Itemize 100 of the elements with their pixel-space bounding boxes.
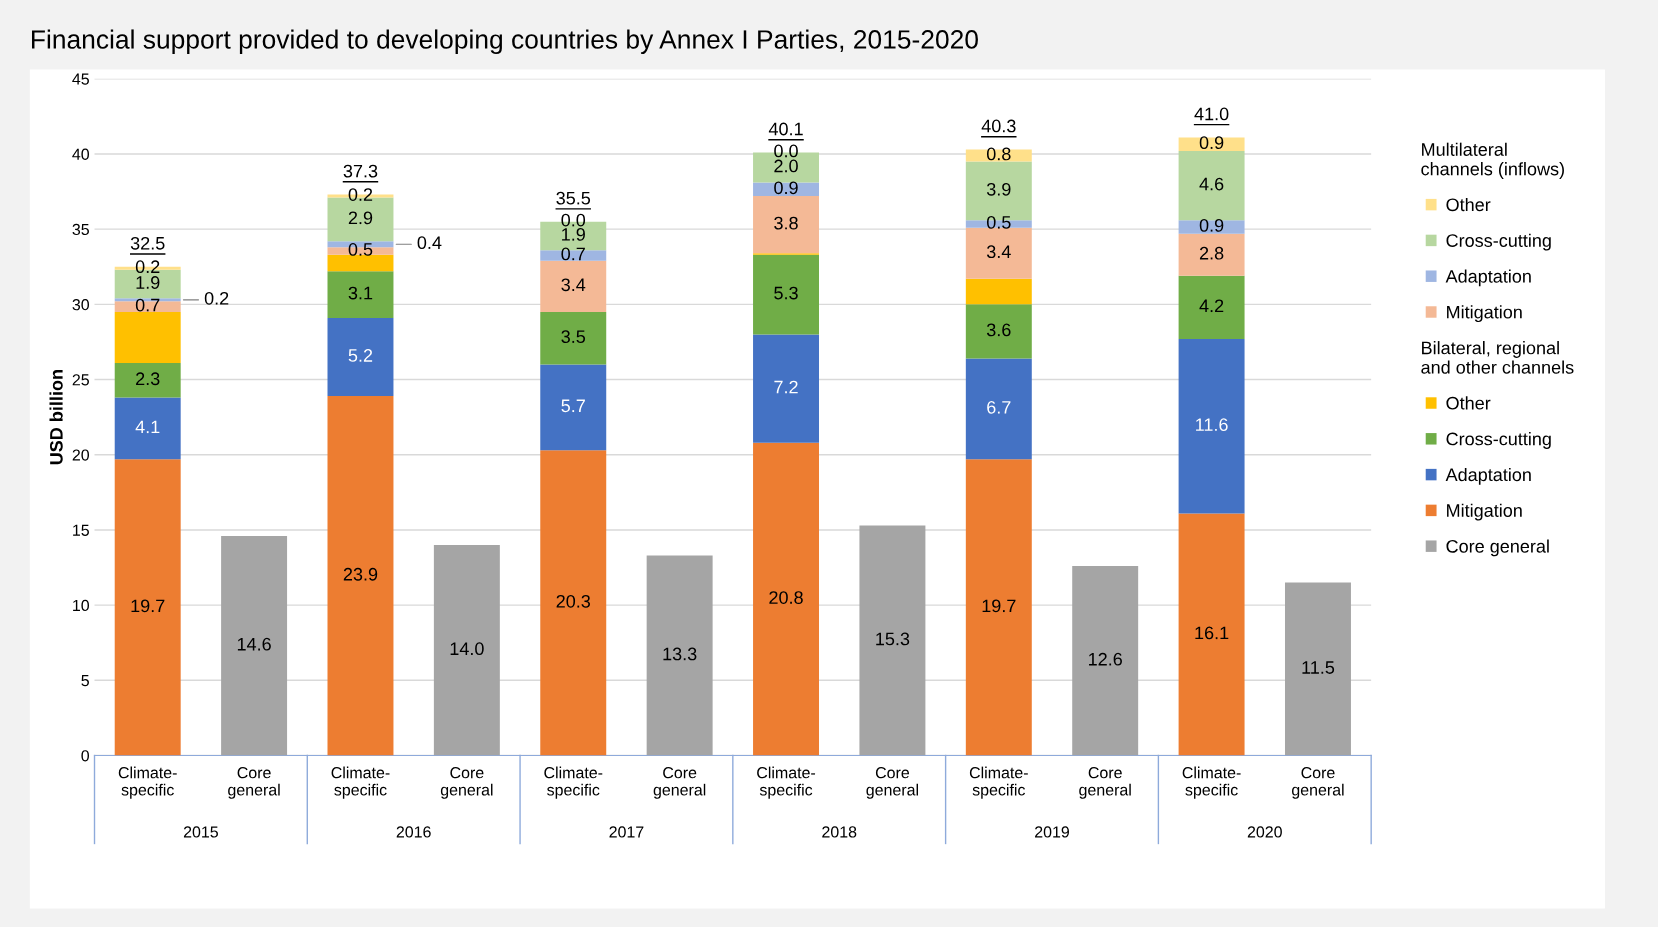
data-label: 0.2 [204,291,229,305]
bar [221,535,288,756]
data-label: 0.2 [348,188,373,201]
total-label: 32.5 [130,236,165,250]
bar [753,442,820,756]
bar [327,271,394,318]
bar [1284,582,1351,756]
x-tick-label: Climate- specific [544,766,603,799]
data-label: 3.5 [561,330,586,344]
text: 2019 [1035,826,1070,838]
total-label: 35.5 [556,191,591,205]
x-tick-label: Climate- specific [969,766,1028,799]
legend-label: Mitigation [1447,503,1522,521]
chart-title: Financial support provided to developing countries by Annex I Parties, 2015-2020 [32,29,978,55]
legend-label: Adaptation [1445,467,1531,485]
bar [1178,338,1245,514]
x-tick-label: Core general [440,767,493,799]
legend-label: Cross-cutting [1446,432,1551,449]
x-tick-label: Core general [1079,767,1131,799]
text: Multilateral channels (inflows) [1421,142,1564,179]
bar [753,196,820,254]
x-tick-label: Climate- specific [757,766,816,799]
data-label: 5.7 [561,399,585,413]
data-label: 2.3 [136,372,160,386]
data-label: 20.3 [556,594,591,608]
x-tick-label: Core general [228,767,280,799]
data-label: 5.2 [348,349,373,362]
data-label: 0.7 [561,247,585,261]
data-label: 3.4 [986,245,1011,259]
bar [540,260,607,312]
bar [1178,137,1245,151]
data-label: 14.0 [450,642,484,656]
data-label: 20.8 [769,591,803,604]
data-label: 3.1 [348,286,373,300]
bar [1178,150,1245,221]
legend-label: Cross-cutting [1446,233,1551,251]
bar [327,317,394,397]
data-label: 4.1 [135,420,160,434]
data-label: 0.9 [1199,218,1224,232]
data-label: 7.2 [774,380,798,394]
data-label: 0.7 [135,298,160,312]
text: 2020 [1247,826,1282,838]
bar [1178,220,1245,234]
data-label: 11.5 [1302,661,1335,674]
y-tick-label: 40 [72,148,90,160]
data-label: 3.6 [986,323,1011,337]
total-label: 37.3 [343,164,378,178]
legend-label: Mitigation [1447,305,1522,323]
text: Bilateral, regional and other channels [1421,341,1574,374]
data-label: 11.6 [1196,418,1228,432]
data-label: 4.2 [1199,299,1224,313]
data-label: 5.3 [774,286,798,300]
data-label: 19.7 [982,599,1016,613]
bar [965,227,1032,279]
data-label: 6.7 [987,400,1011,414]
data-label: 4.6 [1199,177,1224,191]
text: 2016 [396,826,431,838]
data-label: 0.2 [135,260,160,274]
data-label: 0.5 [348,243,373,256]
data-label: 0.0 [774,144,798,158]
data-label: 12.6 [1089,652,1122,666]
y-tick-label: 15 [73,524,89,536]
text: 2018 [822,826,857,838]
legend-label: Core general [1446,539,1549,557]
data-label: 3.8 [774,216,798,230]
y-axis-title: USD billion [49,370,63,465]
x-tick-label: Core general [653,767,706,799]
bar [1072,566,1139,756]
bar [327,396,394,756]
bar [646,555,713,756]
x-tick-label: Core general [1292,767,1344,799]
data-label: 0.5 [986,215,1011,229]
bar [965,304,1032,359]
legend-label: Other [1446,396,1491,410]
y-tick-label: 25 [72,374,89,386]
text: 2017 [609,826,644,838]
bar [433,544,500,756]
data-label: 2.8 [1199,246,1224,260]
bar [859,525,926,756]
y-tick-label: 5 [81,675,89,687]
y-tick-label: 20 [72,449,90,461]
data-label: 13.3 [663,647,697,661]
data-label: 0.4 [417,236,442,250]
data-label: 3.9 [986,182,1011,196]
data-label: 0.9 [774,181,798,195]
data-label: 16.1 [1195,626,1229,640]
data-label: 2.0 [774,159,798,173]
total-label: 41.0 [1194,107,1229,121]
data-label: 23.9 [343,567,378,581]
x-tick-label: Climate- specific [331,766,390,799]
data-label: 15.3 [876,632,910,646]
bar [1178,275,1245,339]
bar [327,254,394,272]
x-tick-label: Core general [866,767,918,799]
x-tick-label: Climate- specific [1182,766,1241,799]
bar [1178,513,1245,756]
bar [114,363,181,398]
bar [540,450,607,756]
legend-label: Adaptation [1445,269,1531,287]
total-label: 40.1 [768,122,803,136]
